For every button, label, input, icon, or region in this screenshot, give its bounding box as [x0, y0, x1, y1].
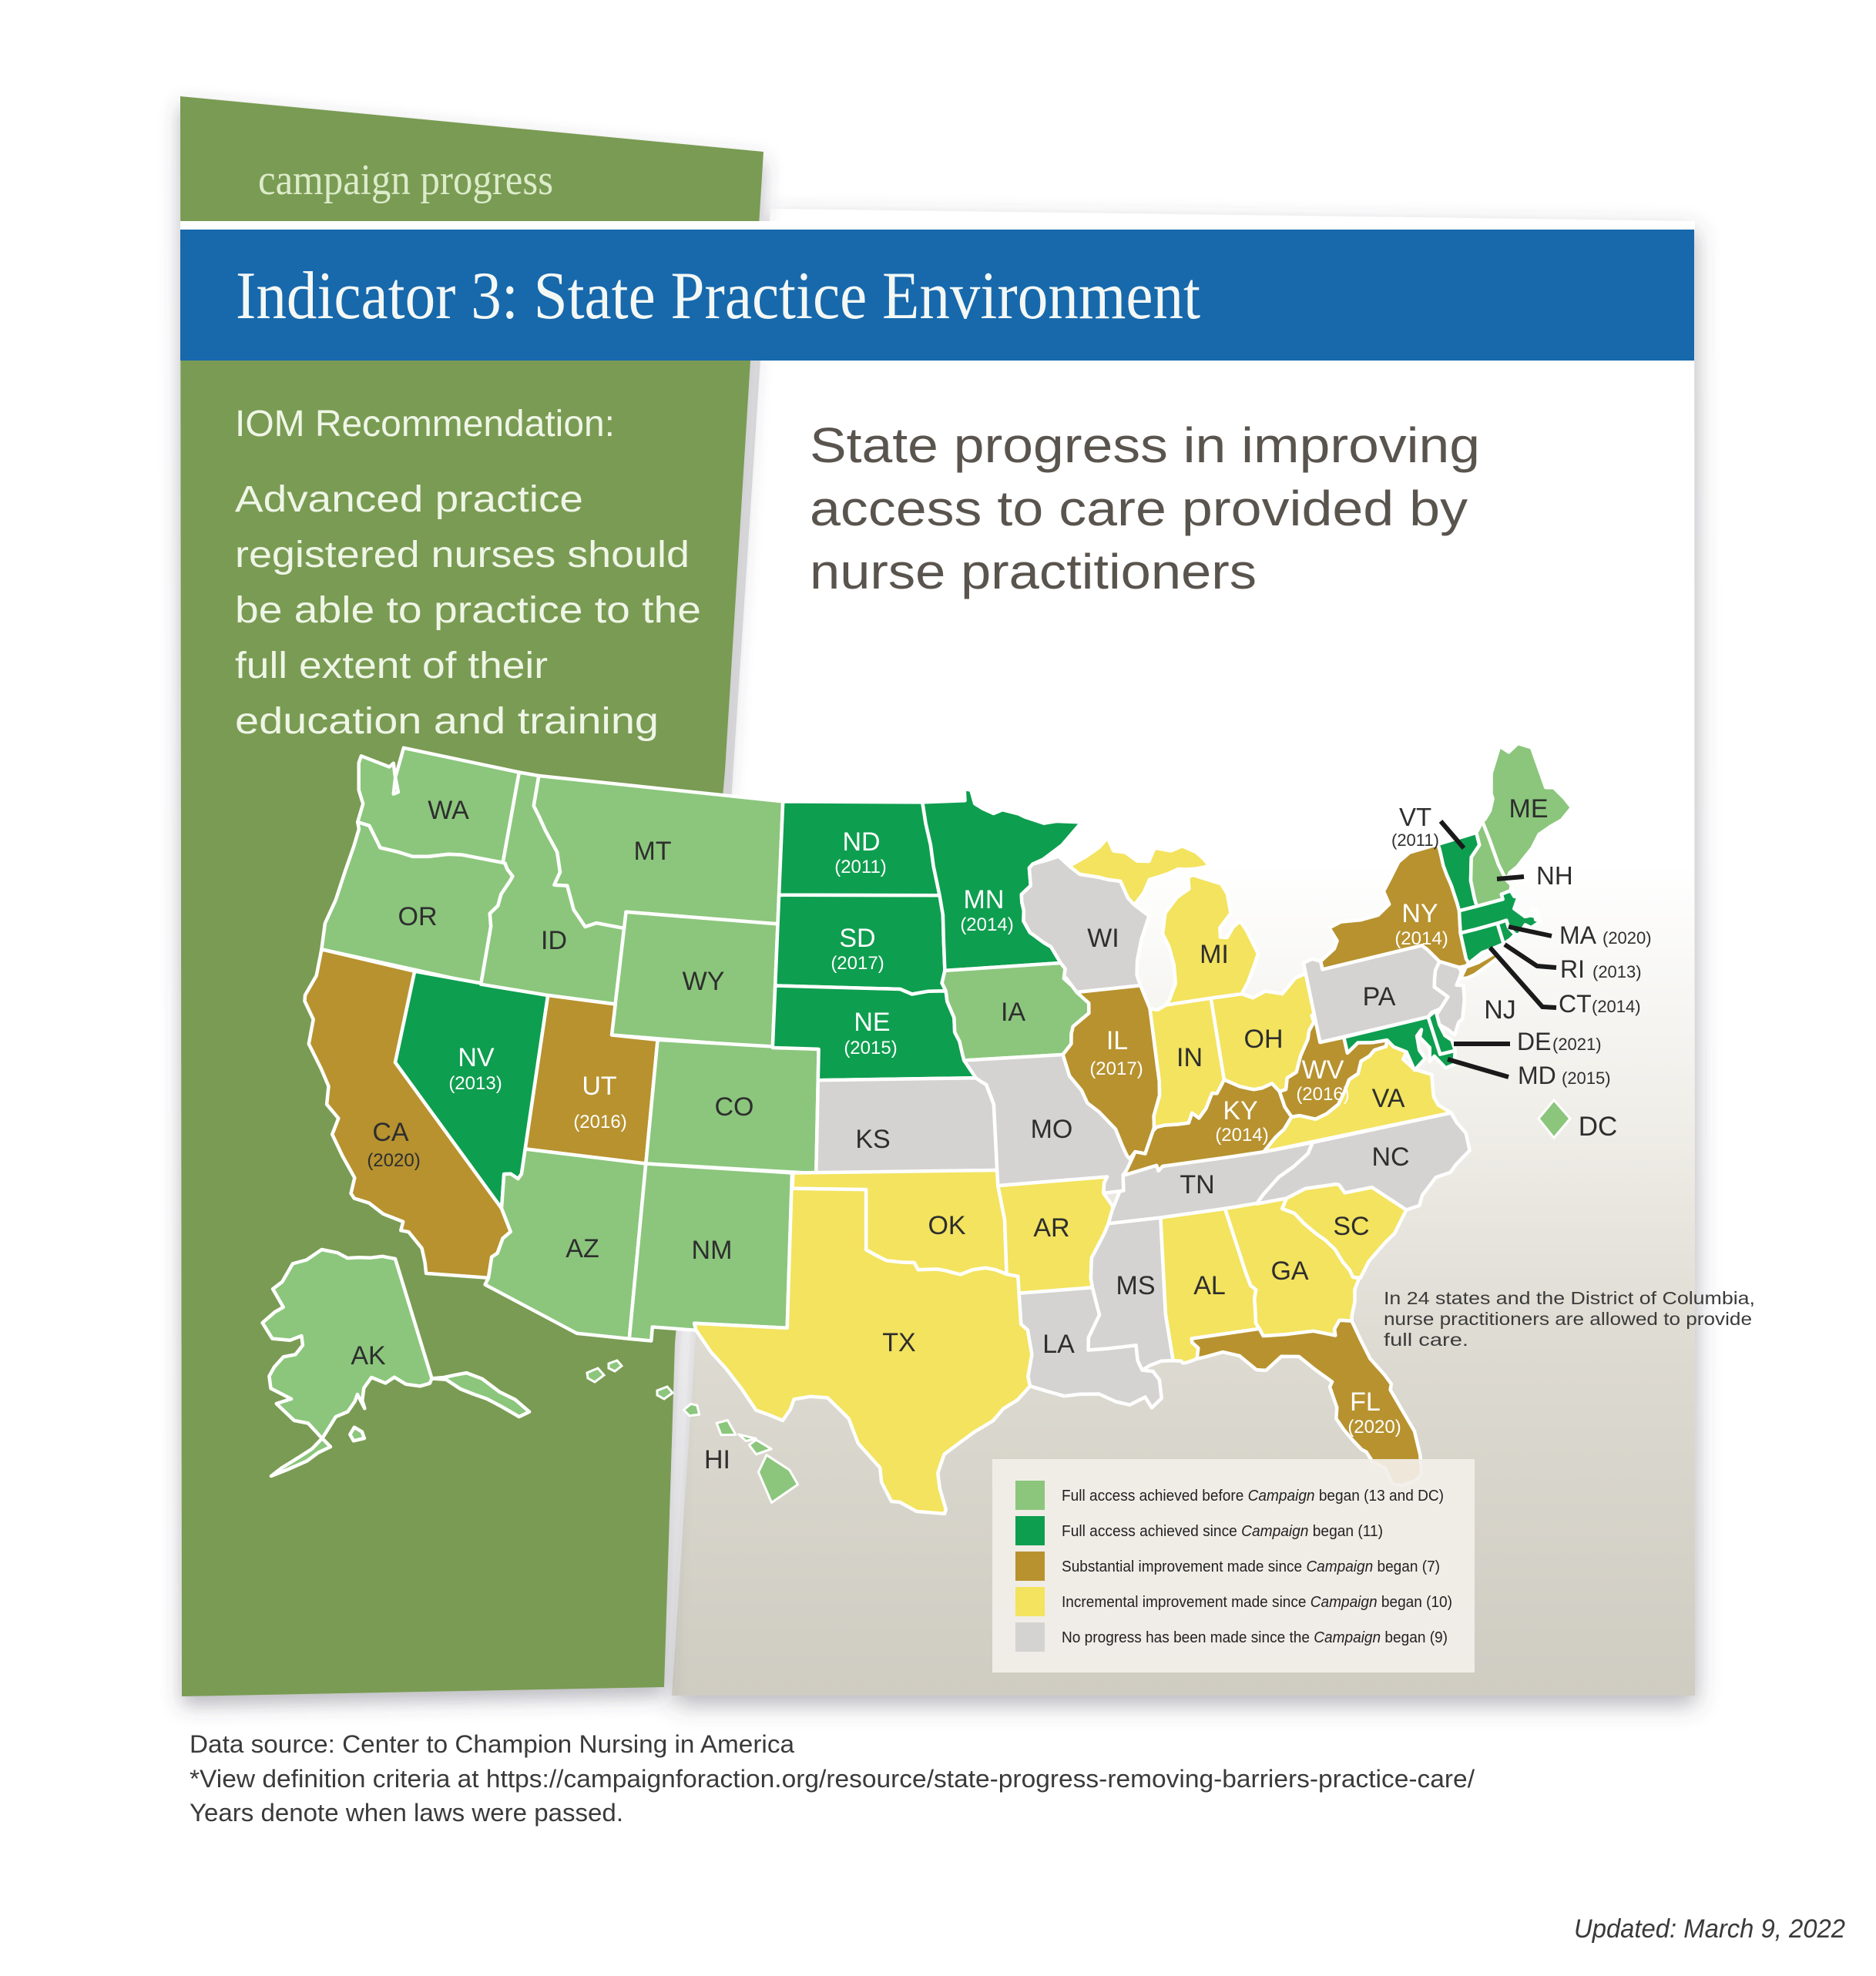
svg-text:OR: OR — [398, 902, 438, 931]
svg-text:(2014): (2014) — [1394, 928, 1448, 949]
svg-text:Incremental improvement made s: Incremental improvement made since Campa… — [1062, 1594, 1452, 1611]
svg-text:IL: IL — [1106, 1026, 1128, 1055]
svg-text:TN: TN — [1180, 1170, 1214, 1199]
svg-text:*View definition criteria at h: *View definition criteria at https://cam… — [190, 1765, 1475, 1793]
svg-text:FL: FL — [1350, 1387, 1381, 1417]
svg-text:(2020): (2020) — [1602, 928, 1652, 948]
svg-text:PA: PA — [1363, 982, 1396, 1011]
svg-text:CA: CA — [372, 1118, 409, 1147]
svg-text:(2020): (2020) — [1347, 1417, 1401, 1438]
svg-text:MS: MS — [1116, 1271, 1156, 1300]
svg-text:SC: SC — [1333, 1212, 1369, 1241]
svg-text:Substantial improvement made s: Substantial improvement made since Campa… — [1062, 1558, 1440, 1575]
svg-text:CT: CT — [1559, 990, 1592, 1018]
svg-text:ND: ND — [842, 827, 880, 857]
svg-text:MA: MA — [1559, 921, 1597, 949]
svg-text:Updated: March 9, 2022: Updated: March 9, 2022 — [1574, 1914, 1845, 1944]
svg-text:(2017): (2017) — [1089, 1058, 1143, 1079]
svg-text:SD: SD — [839, 924, 875, 953]
svg-text:Years denote when laws were pa: Years denote when laws were passed. — [190, 1799, 623, 1827]
svg-text:(2013): (2013) — [1592, 962, 1642, 981]
svg-text:VA: VA — [1372, 1084, 1405, 1113]
svg-text:nurse practitioners are allowe: nurse practitioners are allowed to provi… — [1384, 1309, 1752, 1329]
svg-text:NM: NM — [692, 1236, 733, 1265]
svg-text:nurse practitioners: nurse practitioners — [810, 544, 1257, 599]
svg-text:TX: TX — [882, 1328, 915, 1357]
svg-text:MO: MO — [1031, 1115, 1073, 1144]
svg-text:Indicator 3: State Practice En: Indicator 3: State Practice Environment — [236, 259, 1200, 334]
svg-text:GA: GA — [1270, 1256, 1308, 1286]
svg-text:MI: MI — [1200, 940, 1229, 969]
svg-text:WI: WI — [1087, 924, 1119, 953]
svg-text:IN: IN — [1176, 1043, 1203, 1072]
svg-text:State progress in improving: State progress in improving — [810, 418, 1480, 473]
svg-text:AK: AK — [351, 1341, 386, 1370]
svg-text:In 24 states and the District: In 24 states and the District of Columbi… — [1384, 1288, 1755, 1308]
svg-text:(2014): (2014) — [960, 914, 1013, 935]
svg-text:(2015): (2015) — [844, 1038, 897, 1058]
svg-text:WA: WA — [428, 796, 469, 825]
svg-text:access to care provided by: access to care provided by — [810, 481, 1468, 536]
svg-text:(2011): (2011) — [834, 857, 887, 877]
svg-text:AZ: AZ — [565, 1234, 599, 1263]
svg-text:full care.: full care. — [1384, 1330, 1468, 1350]
svg-text:KS: KS — [855, 1125, 890, 1154]
svg-text:MD: MD — [1518, 1062, 1556, 1089]
svg-text:HI: HI — [704, 1445, 730, 1474]
svg-text:NE: NE — [854, 1008, 890, 1037]
svg-text:DE: DE — [1517, 1028, 1551, 1055]
svg-text:(2014): (2014) — [1215, 1125, 1268, 1146]
svg-text:education and training: education and training — [235, 701, 659, 742]
svg-text:NH: NH — [1536, 861, 1573, 890]
svg-text:NV: NV — [458, 1043, 495, 1072]
svg-text:NY: NY — [1401, 899, 1438, 928]
svg-text:(2013): (2013) — [448, 1073, 502, 1094]
svg-text:be able to practice to the: be able to practice to the — [235, 590, 701, 631]
svg-text:WY: WY — [683, 967, 725, 996]
svg-text:Advanced practice: Advanced practice — [235, 479, 583, 520]
svg-text:Full access achieved since Cam: Full access achieved since Campaign bega… — [1062, 1523, 1383, 1540]
svg-text:IOM Recommendation:: IOM Recommendation: — [235, 404, 615, 445]
svg-text:NC: NC — [1371, 1142, 1409, 1172]
svg-text:(2016): (2016) — [1296, 1084, 1349, 1105]
svg-text:Data source: Center to Champio: Data source: Center to Champion Nursing … — [190, 1730, 794, 1758]
svg-text:(2015): (2015) — [1562, 1069, 1611, 1088]
svg-text:(2016): (2016) — [573, 1112, 626, 1132]
svg-text:full extent of their: full extent of their — [235, 646, 548, 686]
svg-text:(2014): (2014) — [1592, 997, 1641, 1016]
svg-text:(2020): (2020) — [367, 1150, 420, 1171]
svg-text:UT: UT — [582, 1072, 616, 1101]
svg-text:DC: DC — [1579, 1112, 1618, 1142]
svg-text:ME: ME — [1509, 794, 1549, 824]
svg-text:campaign progress: campaign progress — [258, 156, 553, 204]
svg-text:Full access achieved before Ca: Full access achieved before Campaign beg… — [1062, 1488, 1444, 1505]
svg-text:VT: VT — [1399, 803, 1431, 831]
svg-text:CO: CO — [715, 1092, 754, 1122]
svg-text:AR: AR — [1033, 1213, 1069, 1243]
svg-text:registered nurses should: registered nurses should — [235, 535, 690, 575]
svg-text:KY: KY — [1223, 1096, 1257, 1126]
svg-text:MT: MT — [633, 837, 671, 866]
svg-text:NJ: NJ — [1484, 995, 1516, 1025]
svg-text:LA: LA — [1042, 1330, 1075, 1359]
svg-text:OH: OH — [1244, 1025, 1284, 1054]
svg-text:(2011): (2011) — [1391, 830, 1439, 850]
svg-text:MN: MN — [964, 885, 1005, 914]
svg-text:IA: IA — [1001, 998, 1025, 1027]
svg-text:(2021): (2021) — [1552, 1035, 1602, 1054]
svg-text:AL: AL — [1193, 1271, 1226, 1300]
svg-text:WV: WV — [1302, 1055, 1344, 1085]
svg-text:No progress has been made sinc: No progress has been made since the Camp… — [1062, 1629, 1448, 1646]
svg-text:(2017): (2017) — [831, 953, 884, 974]
svg-text:RI: RI — [1560, 955, 1585, 983]
svg-text:OK: OK — [928, 1211, 965, 1240]
svg-text:ID: ID — [541, 926, 567, 955]
